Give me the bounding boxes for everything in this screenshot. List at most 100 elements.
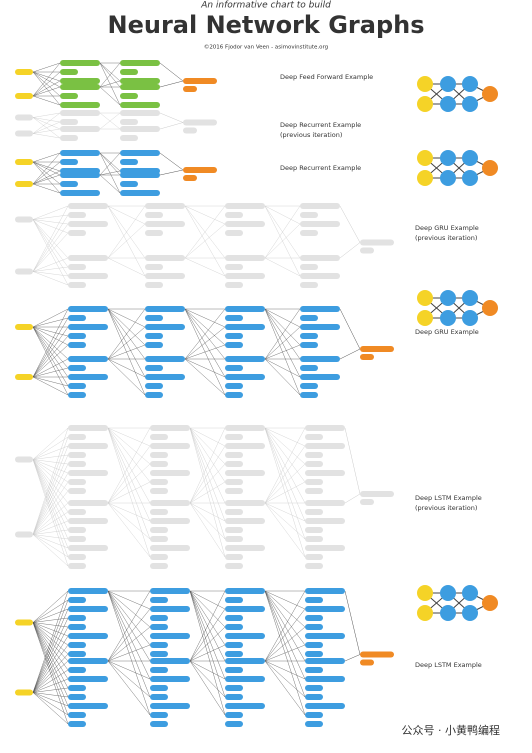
connection	[32, 80, 61, 97]
node-pill	[68, 658, 108, 664]
node-pill	[120, 69, 138, 75]
node-pill	[60, 181, 78, 187]
connection	[32, 95, 61, 106]
connection	[264, 502, 306, 558]
connection	[32, 622, 69, 628]
connection	[32, 472, 69, 535]
network-section	[15, 425, 394, 569]
connection	[189, 463, 226, 504]
connection	[32, 490, 69, 535]
icon-node	[482, 160, 498, 176]
node-pill	[150, 694, 168, 700]
node-pill	[120, 150, 160, 156]
node-pill	[68, 255, 108, 261]
node-pill	[145, 212, 163, 218]
section-title: Deep GRU Example	[415, 224, 479, 232]
node-pill	[225, 315, 243, 321]
connection	[189, 502, 226, 522]
node-pill	[305, 500, 345, 506]
node-pill	[68, 282, 86, 288]
node-pill	[300, 392, 318, 398]
connection	[32, 214, 69, 220]
icon-node	[462, 605, 478, 621]
node-pill	[60, 190, 100, 196]
connection	[32, 678, 69, 693]
node-pill	[225, 365, 243, 371]
node-pill	[225, 324, 265, 330]
node-pill	[60, 150, 100, 156]
node-pill	[68, 694, 86, 700]
node-pill	[15, 531, 33, 538]
node-pill	[225, 356, 265, 362]
connection	[99, 86, 121, 106]
connection	[264, 626, 306, 662]
node-pill	[183, 78, 217, 84]
connection	[32, 317, 69, 328]
connection	[32, 367, 69, 378]
node-pill	[150, 615, 168, 621]
connection	[32, 660, 69, 693]
connection	[339, 242, 361, 259]
connection	[264, 326, 301, 360]
node-pill	[225, 255, 265, 261]
icon-node	[440, 605, 456, 621]
connection	[32, 219, 69, 234]
connection	[264, 590, 306, 610]
connection	[107, 257, 146, 277]
connection	[32, 271, 69, 286]
node-pill	[68, 545, 108, 551]
icon-node	[417, 585, 433, 601]
node-pill	[68, 221, 108, 227]
node-pill	[15, 69, 33, 75]
icon-node	[482, 595, 498, 611]
connection	[189, 590, 226, 628]
connection	[32, 692, 69, 707]
node-pill	[225, 392, 243, 398]
node-pill	[68, 615, 86, 621]
node-pill	[68, 230, 86, 236]
node-pill	[15, 456, 33, 463]
connection	[264, 590, 306, 662]
connection	[189, 660, 226, 716]
connection	[107, 660, 151, 698]
connection	[107, 427, 151, 465]
node-pill	[225, 434, 243, 440]
node-pill	[120, 84, 160, 90]
node-pill	[60, 84, 100, 90]
node-pill	[305, 545, 345, 551]
node-pill	[225, 500, 265, 506]
node-pill	[15, 689, 33, 696]
node-pill	[120, 190, 160, 196]
node-pill	[300, 255, 340, 261]
section-title: Deep LSTM Example	[415, 661, 482, 669]
node-pill	[300, 342, 318, 348]
icon-node	[440, 585, 456, 601]
connection	[32, 219, 69, 225]
node-pill	[145, 264, 163, 270]
node-pill	[150, 500, 190, 506]
connection	[32, 223, 69, 272]
connection	[264, 644, 306, 662]
node-pill	[150, 703, 190, 709]
node-pill	[225, 230, 243, 236]
node-pill	[225, 563, 243, 569]
connection	[32, 436, 69, 535]
node-pill	[225, 651, 243, 657]
connection	[32, 590, 69, 693]
connection	[184, 308, 226, 346]
node-pill	[225, 306, 265, 312]
node-pill	[68, 452, 86, 458]
connection	[189, 590, 226, 646]
node-pill	[183, 86, 197, 92]
node-pill	[68, 315, 86, 321]
node-pill	[300, 356, 340, 362]
icon-node	[462, 310, 478, 326]
connection	[107, 660, 151, 716]
node-pill	[150, 452, 168, 458]
connection	[32, 608, 69, 623]
node-pill	[305, 667, 323, 673]
node-pill	[150, 536, 168, 542]
node-pill	[305, 461, 323, 467]
connection	[264, 481, 306, 504]
icon-node	[462, 585, 478, 601]
